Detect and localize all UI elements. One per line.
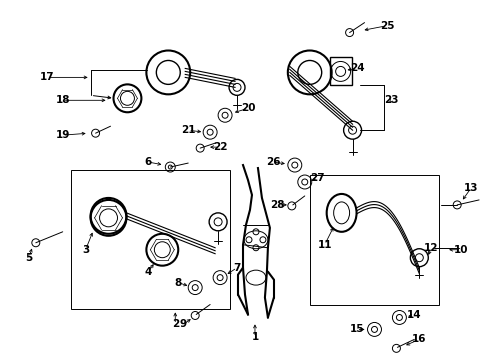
Bar <box>330 58 352 85</box>
Text: 4: 4 <box>145 267 152 276</box>
Text: 18: 18 <box>55 95 70 105</box>
Text: 19: 19 <box>55 130 70 140</box>
Text: 20: 20 <box>241 103 255 113</box>
Bar <box>71 170 230 310</box>
Text: 8: 8 <box>174 278 182 288</box>
Text: 28: 28 <box>270 200 285 210</box>
Text: 10: 10 <box>454 245 468 255</box>
Text: 11: 11 <box>318 240 332 250</box>
Text: 15: 15 <box>349 324 364 334</box>
Text: 5: 5 <box>25 253 32 263</box>
Text: 14: 14 <box>407 310 422 320</box>
Text: 22: 22 <box>213 142 227 152</box>
Text: 23: 23 <box>384 95 399 105</box>
Text: 21: 21 <box>181 125 196 135</box>
Text: 6: 6 <box>145 157 152 167</box>
Text: 2: 2 <box>172 319 179 329</box>
Text: 7: 7 <box>233 263 241 273</box>
Bar <box>310 175 439 305</box>
Text: 16: 16 <box>412 334 427 345</box>
Text: 25: 25 <box>380 21 395 31</box>
Text: 13: 13 <box>464 183 478 193</box>
Text: 1: 1 <box>251 332 259 342</box>
Text: 24: 24 <box>350 63 365 73</box>
Text: 26: 26 <box>266 157 280 167</box>
Text: 12: 12 <box>424 243 439 253</box>
Text: 9: 9 <box>180 319 187 329</box>
Text: 3: 3 <box>82 245 89 255</box>
Text: 17: 17 <box>40 72 54 82</box>
Text: 27: 27 <box>310 173 325 183</box>
